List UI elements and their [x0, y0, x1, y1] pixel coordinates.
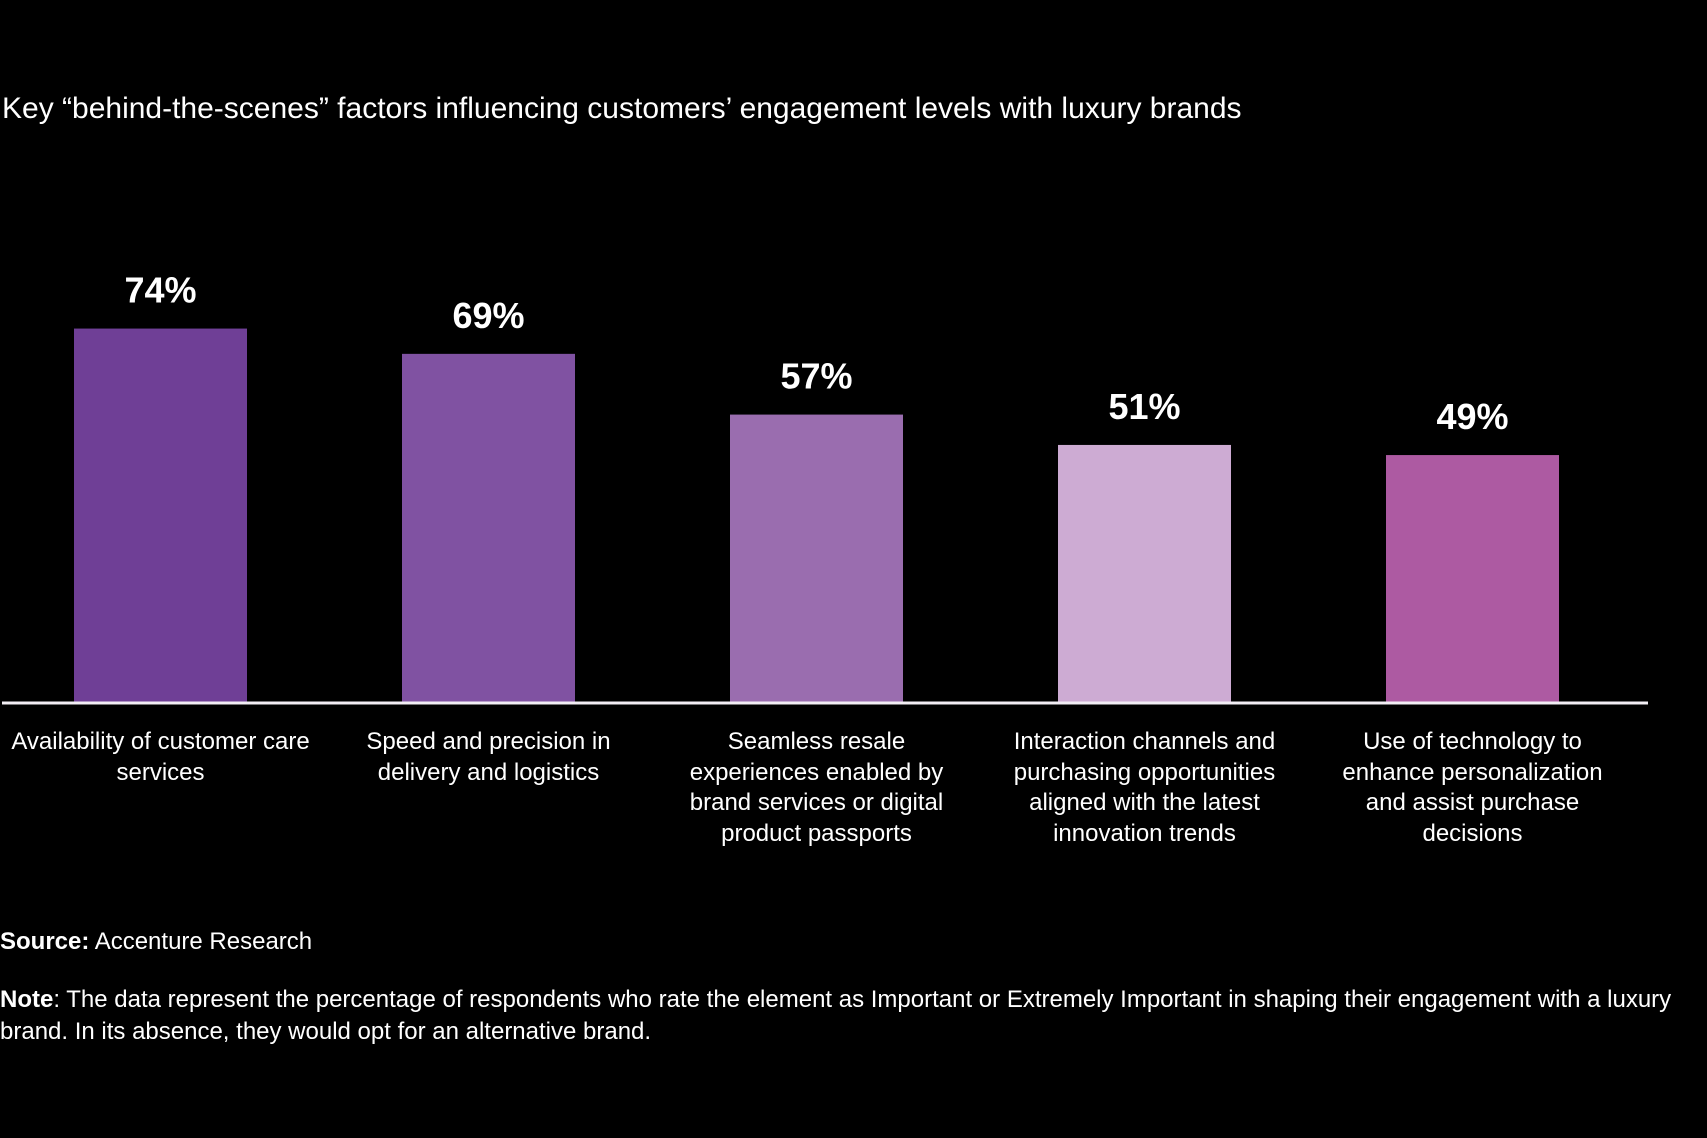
note-line: Note: The data represent the percentage …	[0, 984, 1690, 1048]
source-text: Accenture Research	[94, 928, 313, 955]
data-label: 74%	[124, 270, 196, 311]
note-label: Note	[0, 986, 54, 1013]
bar	[1058, 444, 1231, 703]
data-label: 51%	[1108, 386, 1180, 427]
note-text: : The data represent the percentage of r…	[0, 986, 1672, 1045]
bar	[730, 414, 903, 703]
bar	[1386, 455, 1559, 703]
chart-title: Key “behind-the-scenes” factors influenc…	[2, 92, 1242, 125]
data-label: 49%	[1436, 396, 1508, 437]
category-label: Interaction channels and purchasing oppo…	[1013, 728, 1276, 847]
data-label: 57%	[780, 356, 852, 397]
category-label: Speed and precision in delivery and logi…	[366, 728, 611, 786]
category-label: Use of technology to enhance personaliza…	[1342, 728, 1603, 847]
category-label: Seamless resale experiences enabled by b…	[689, 728, 944, 847]
bar	[74, 328, 247, 703]
bar-chart: 74% 69% 57% 51% 49%	[2, 270, 1648, 705]
data-label: 69%	[452, 295, 524, 336]
source-line: Source: Accenture Research	[0, 928, 312, 956]
source-label: Source:	[0, 928, 90, 955]
bar	[402, 353, 575, 703]
category-label: Availability of customer care services	[11, 728, 310, 786]
